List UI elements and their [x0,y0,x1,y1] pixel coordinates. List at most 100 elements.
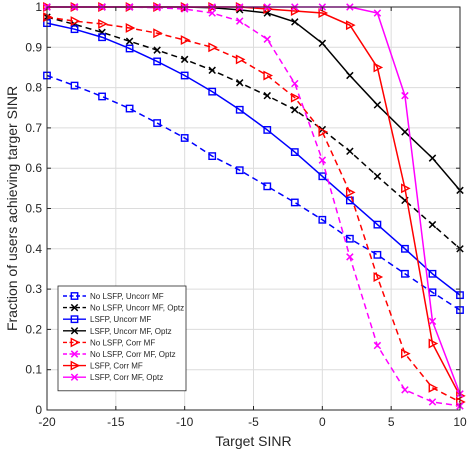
data-point [263,126,272,134]
y-tick-label: 0.3 [25,282,42,296]
x-tick-label: 5 [388,415,395,429]
y-tick-label: 0.5 [25,202,42,216]
legend-item: No LSFP, Uncorr MF, Optz [63,304,184,313]
data-point [153,57,162,66]
x-axis-title: Target SINR [215,433,291,449]
legend-item: No LSFP, Uncorr MF [63,292,164,301]
data-point [428,317,437,326]
data-point [98,33,106,42]
tick-labels: -20 -15 -10 -5 0 5 10 0 0.1 0.2 0.3 0.4 0.5 0.6 0.7 0.8… [25,0,467,429]
legend-label: LSFP, Corr MF [90,362,143,371]
data-point [208,42,218,53]
y-tick-label: 0.8 [25,81,42,95]
data-point [401,386,409,394]
series-line [46,16,461,403]
legend-box [57,285,187,392]
data-point [373,101,382,109]
y-tick-label: 0.2 [25,322,42,336]
data-point [180,71,189,80]
legend-marker [70,350,79,358]
legend-label: No LSFP, Corr MF, Optz [90,350,176,359]
data-point [70,81,79,90]
legend-marker [70,327,79,335]
data-point [235,105,244,114]
data-point [153,46,161,54]
data-point [180,134,189,142]
legend-marker [70,373,79,381]
legend-item: LSFP, Uncorr MF [63,315,151,324]
data-point [180,35,191,45]
data-point [401,128,409,136]
y-axis-title: Fraction of users achieving targer SINR [4,86,20,331]
data-point [208,152,217,161]
data-point [401,244,409,253]
data-point [428,398,437,406]
data-point [373,341,382,350]
legend-label: LSFP, Uncorr MF [90,315,151,324]
data-point [345,187,356,198]
data-point [290,198,299,207]
legend-marker [70,292,79,300]
data-point [236,17,244,25]
legend-label: No LSFP, Corr MF [90,338,155,347]
data-point [263,91,271,100]
x-tick-label: -20 [38,415,56,429]
data-point [346,71,354,80]
y-tick-label: 0.1 [25,363,42,377]
legend-item: No LSFP, Corr MF [63,337,155,347]
legend-marker [70,360,81,371]
data-point [401,183,411,194]
data-point [263,35,271,43]
legend-label: No LSFP, Uncorr MF [90,292,164,301]
data-point [263,182,272,191]
data-point [208,66,216,75]
data-point [98,92,106,101]
data-point [98,18,108,29]
data-point [373,250,382,259]
data-point [291,106,299,114]
y-tick-label: 0.4 [25,242,42,256]
y-tick-label: 0.6 [25,161,42,175]
data-point [401,269,409,278]
data-point [125,23,136,33]
legend-item: LSFP, Uncorr MF, Optz [63,327,172,336]
legend-label: LSFP, Uncorr MF, Optz [90,327,172,336]
data-point [125,104,134,113]
data-point [180,55,189,64]
data-point [318,126,329,137]
data-point [290,148,299,156]
data-point [318,39,327,48]
data-point [290,92,301,103]
series-line [46,22,461,296]
legend-label: LSFP, Corr MF, Optz [90,373,163,382]
series-line [46,74,461,311]
legend-item: No LSFP, Corr MF, Optz [63,350,176,359]
data-point [153,28,163,39]
data-point [318,156,327,164]
data-point [290,6,301,16]
legend-item: LSFP, Corr MF [63,360,143,371]
data-point [346,253,354,261]
data-point [125,44,134,53]
y-tick-label: 1 [35,0,42,14]
data-point [373,172,382,180]
data-point [428,382,439,393]
data-point [345,234,354,243]
data-point [263,70,273,81]
legend-label: No LSFP, Uncorr MF, Optz [90,304,184,313]
legend-item: LSFP, Corr MF, Optz [63,373,163,382]
series-line [47,6,461,407]
x-tick-label: -15 [107,415,125,429]
y-tick-label: 0.7 [25,121,42,135]
data-point [236,79,244,87]
x-tick-label: 10 [453,415,467,429]
data-point [70,16,81,27]
data-point [401,91,409,100]
data-point [291,18,299,26]
x-tick-label: -10 [176,415,194,429]
data-point [263,9,271,17]
y-tick-label: 0 [35,403,42,417]
data-point [291,79,299,88]
series-line [46,16,461,250]
